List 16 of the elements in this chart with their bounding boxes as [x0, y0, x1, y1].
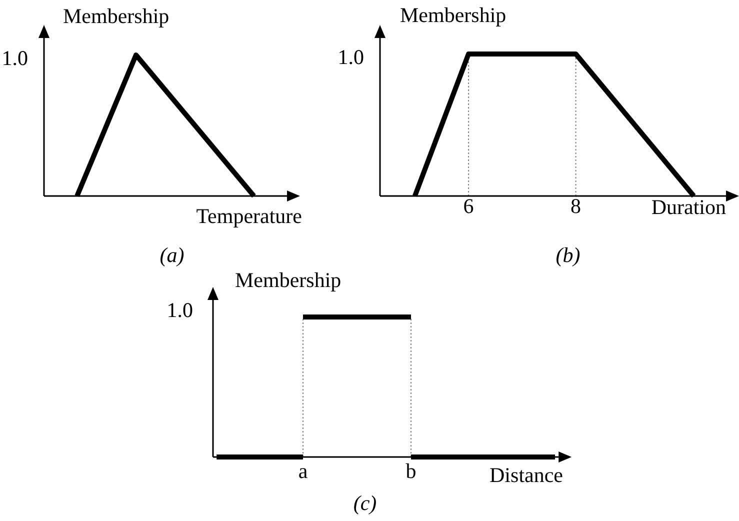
text: (a): [160, 243, 184, 267]
x-tick-label: 6: [463, 194, 474, 218]
x-tick-label: 8: [570, 194, 582, 218]
y-axis-title: Membership: [235, 268, 342, 292]
x-tick-label: b: [406, 459, 416, 483]
x-axis-title: Distance: [490, 463, 563, 487]
text: 1.0: [166, 298, 193, 322]
y-axis-title: Membership: [400, 3, 506, 27]
text: 1.0: [2, 46, 28, 70]
x-axis-title: Temperature: [196, 204, 302, 228]
text: 1.0: [338, 45, 364, 69]
x-axis-title: Duration: [651, 195, 726, 219]
text: (c): [353, 491, 377, 515]
text: (b): [556, 243, 580, 267]
x-tick-label: a: [298, 459, 308, 483]
y-axis-title: Membership: [63, 4, 170, 28]
